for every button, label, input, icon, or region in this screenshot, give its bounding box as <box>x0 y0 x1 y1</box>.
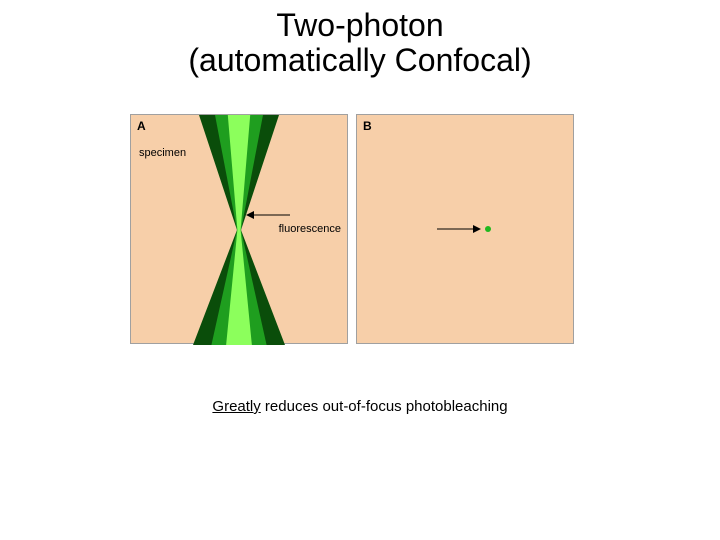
panel-a: A specimen fluorescence <box>130 114 348 344</box>
fluorescence-label: fluorescence <box>279 223 341 235</box>
caption: Greatly reduces out-of-focus photobleach… <box>0 398 720 415</box>
arrow-right-icon <box>435 222 481 236</box>
focal-dot <box>485 226 491 232</box>
caption-underlined: Greatly <box>212 398 260 415</box>
panel-b: B <box>356 114 574 344</box>
title-line-1: Two-photon <box>276 7 443 43</box>
title-line-2: (automatically Confocal) <box>188 42 531 78</box>
panel-b-label: B <box>363 119 372 133</box>
slide-title: Two-photon (automatically Confocal) <box>0 8 720 78</box>
caption-rest: reduces out-of-focus photobleaching <box>261 398 508 415</box>
figure: A specimen fluorescence B <box>130 114 574 344</box>
panel-row: A specimen fluorescence B <box>130 114 574 344</box>
panel-a-label: A <box>137 119 146 133</box>
arrow-left-icon <box>246 208 292 222</box>
